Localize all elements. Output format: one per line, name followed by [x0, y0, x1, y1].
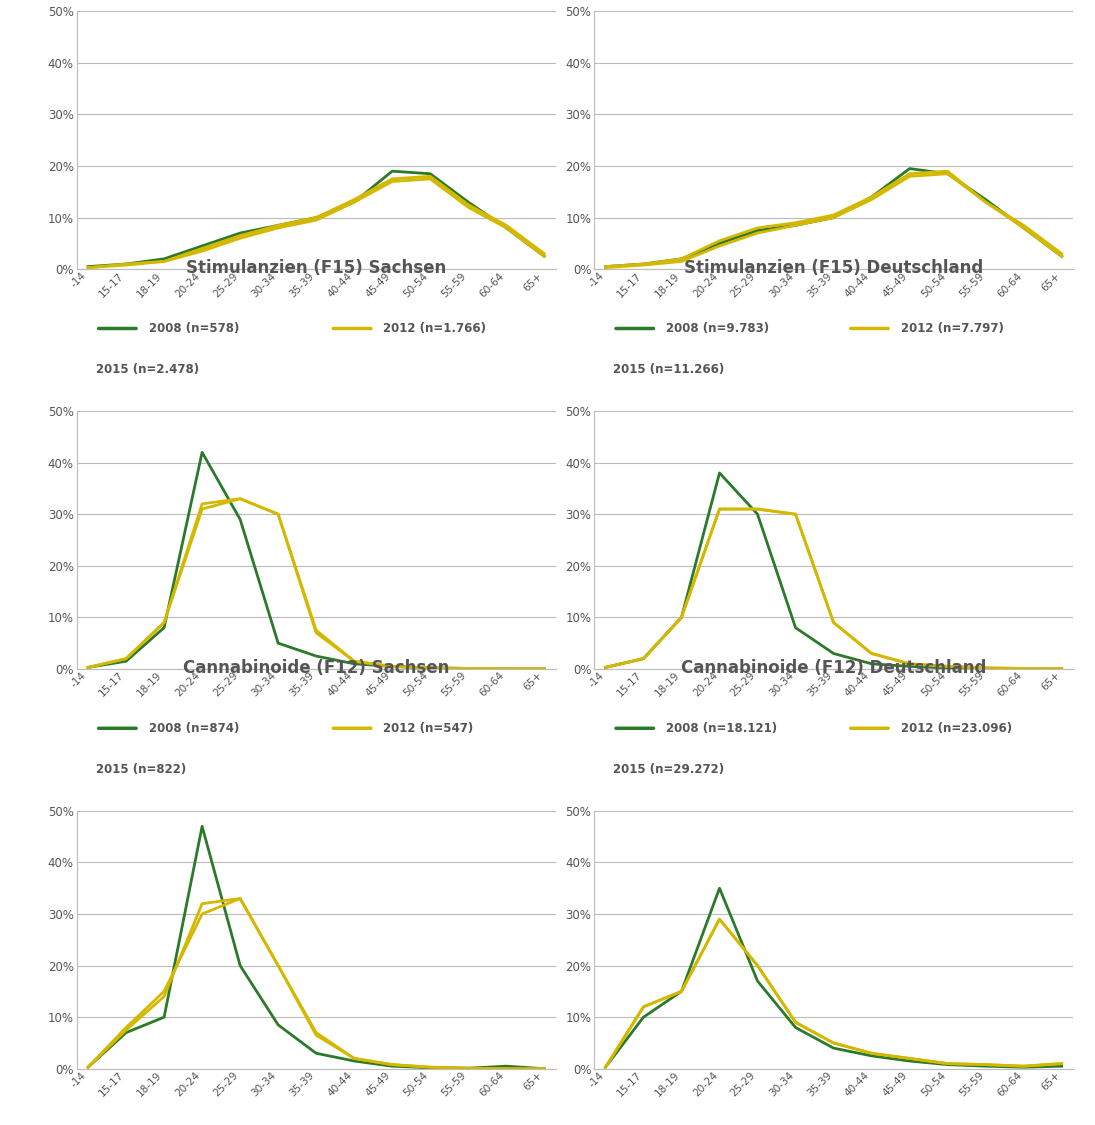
Text: 2015 (n=822): 2015 (n=822) [96, 763, 186, 776]
Text: 2015 (n=29.272): 2015 (n=29.272) [613, 763, 724, 776]
Text: 2012 (n=7.797): 2012 (n=7.797) [900, 322, 1003, 335]
Text: 2012 (n=1.766): 2012 (n=1.766) [383, 322, 486, 335]
Text: 2012 (n=23.096): 2012 (n=23.096) [900, 722, 1012, 735]
Text: Cannabinoide (F12) Sachsen: Cannabinoide (F12) Sachsen [183, 659, 449, 677]
Text: 2015 (n=2.478): 2015 (n=2.478) [96, 363, 199, 376]
Text: 2008 (n=578): 2008 (n=578) [149, 322, 239, 335]
Text: Stimulanzien (F15) Deutschland: Stimulanzien (F15) Deutschland [684, 259, 983, 277]
Text: 2008 (n=9.783): 2008 (n=9.783) [666, 322, 769, 335]
Text: Stimulanzien (F15) Sachsen: Stimulanzien (F15) Sachsen [186, 259, 447, 277]
Text: 2008 (n=18.121): 2008 (n=18.121) [666, 722, 777, 735]
Text: 2008 (n=874): 2008 (n=874) [149, 722, 239, 735]
Text: 2015 (n=11.266): 2015 (n=11.266) [613, 363, 725, 376]
Text: 2012 (n=547): 2012 (n=547) [383, 722, 473, 735]
Text: Cannabinoide (F12) Deutschland: Cannabinoide (F12) Deutschland [681, 659, 987, 677]
